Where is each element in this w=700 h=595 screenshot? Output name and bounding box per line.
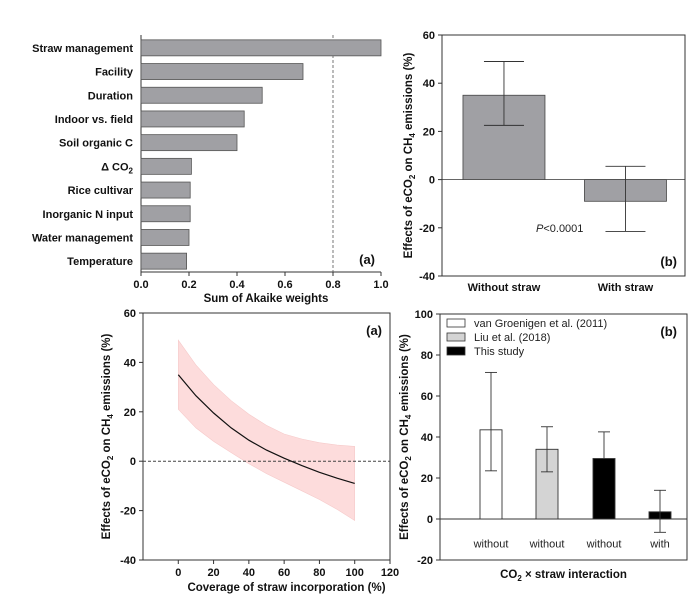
y-tick-label: 60 [423, 30, 435, 42]
bar [140, 205, 191, 223]
category-label: Facility [95, 67, 134, 79]
x-tick-label: 80 [313, 567, 325, 579]
x-axis-label: Sum of Akaike weights [204, 293, 329, 305]
bar [140, 39, 382, 57]
x-axis-label: CO2 × straw interaction [500, 569, 627, 583]
bar [140, 63, 304, 80]
y-tick-label: 20 [423, 126, 435, 138]
y-tick-label: 20 [421, 473, 433, 485]
legend-swatch [446, 318, 466, 328]
category-label: Indoor vs. field [55, 114, 133, 126]
category-label: without [586, 539, 622, 551]
y-tick-label: 40 [421, 432, 433, 444]
category-label: Rice cultivar [68, 185, 134, 197]
y-tick-label: -20 [419, 223, 435, 235]
y-tick-label: 40 [124, 357, 136, 369]
y-tick-label: 0 [130, 456, 136, 468]
p-value-annotation: P<0.0001 [536, 223, 583, 235]
x-tick-label: 0.4 [229, 279, 245, 291]
y-tick-label: -20 [417, 555, 433, 567]
legend-swatch [446, 332, 466, 342]
y-tick-label: -40 [120, 555, 136, 567]
category-label: Water management [32, 232, 133, 244]
x-tick-label: 20 [207, 567, 219, 579]
x-tick-label: 40 [243, 567, 255, 579]
legend-label: van Groenigen et al. (2011) [474, 318, 607, 330]
x-tick-label: 60 [278, 567, 290, 579]
panel-label: (a) [359, 252, 375, 267]
category-label: Without straw [468, 282, 541, 294]
y-tick-label: 60 [124, 308, 136, 320]
confidence-band [178, 339, 355, 522]
y-axis-label: Effects of eCO2 on CH4 emissions (%) [399, 334, 413, 540]
x-tick-label: 0.6 [277, 279, 292, 291]
legend-label: This study [474, 346, 525, 358]
bar [140, 252, 187, 270]
category-label: without [473, 539, 509, 551]
x-tick-label: 100 [346, 567, 364, 579]
y-tick-label: 80 [421, 350, 433, 362]
y-tick-label: 0 [427, 514, 433, 526]
panel-label: (b) [660, 324, 677, 339]
y-axis-label: Effects of eCO2 on CH4 emissions (%) [403, 52, 417, 258]
category-label: Temperature [67, 256, 133, 268]
category-label: Straw management [32, 43, 133, 55]
chart-study-comparison: -20 0 20 40 60 80 100 without without without with… [399, 309, 688, 583]
y-tick-label: 60 [421, 391, 433, 403]
chart-coverage-curve: -40 -20 0 20 40 60 0 20 40 60 80 100 120 Coverage of … [101, 308, 399, 594]
x-tick-label: 0.2 [181, 279, 196, 291]
panel-label: (a) [366, 323, 382, 338]
bar [140, 229, 190, 246]
category-label: with [649, 539, 670, 551]
category-label: With straw [598, 282, 654, 294]
category-label: Inorganic N input [43, 209, 134, 221]
plot-frame [142, 312, 391, 561]
x-axis-label: Coverage of straw incorporation (%) [187, 582, 385, 594]
plot-frame [441, 34, 686, 277]
bar [140, 134, 238, 152]
bar [592, 458, 616, 520]
x-tick-label: 0.8 [325, 279, 340, 291]
y-tick-label: 20 [124, 407, 136, 419]
chart-akaike-weights: Straw management Facility Duration Indoor v… [32, 35, 389, 305]
category-label: without [529, 539, 565, 551]
y-tick-label: 40 [423, 78, 435, 90]
x-tick-label: 120 [381, 567, 399, 579]
panel-label: (b) [660, 254, 677, 269]
y-axis-label: Effects of eCO2 on CH4 emissions (%) [101, 333, 115, 539]
x-tick-label: 0.0 [133, 279, 148, 291]
bar [140, 157, 192, 175]
y-tick-label: 100 [415, 309, 433, 321]
legend-swatch [446, 346, 466, 356]
category-label: Soil organic C [59, 138, 133, 150]
category-label: Duration [88, 90, 134, 102]
bar [140, 110, 245, 128]
chart-straw-effect: -40 -20 0 20 40 60 Without straw With straw P<0.… [403, 30, 686, 294]
fit-line [177, 374, 355, 484]
y-tick-label: 0 [429, 175, 435, 187]
legend-label: Liu et al. (2018) [474, 332, 550, 344]
y-tick-label: -20 [120, 506, 136, 518]
x-tick-label: 1.0 [373, 279, 388, 291]
category-label: Δ CO2 [101, 161, 133, 175]
bar [140, 86, 263, 104]
bar [140, 181, 191, 199]
x-tick-label: 0 [175, 567, 181, 579]
y-tick-label: -40 [419, 271, 435, 283]
